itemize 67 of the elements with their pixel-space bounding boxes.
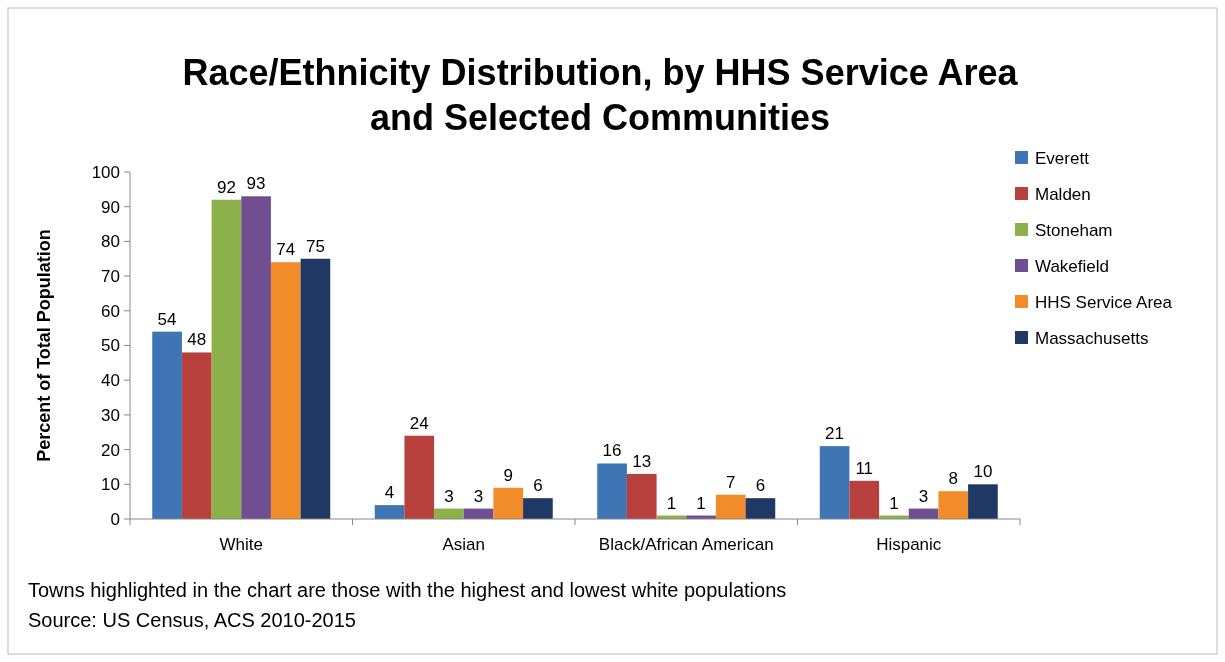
- bar: [181, 352, 212, 519]
- data-label: 8: [948, 469, 958, 489]
- data-label: 11: [855, 458, 874, 478]
- x-tick-label: White: [219, 535, 263, 554]
- data-label: 21: [825, 424, 845, 444]
- data-label: 9: [503, 465, 513, 485]
- y-tick-label: 50: [101, 336, 120, 356]
- data-label: 3: [444, 486, 454, 506]
- bar: [374, 505, 405, 519]
- y-tick-label: 70: [101, 267, 120, 287]
- bar: [241, 196, 271, 519]
- y-tick-label: 10: [101, 475, 120, 495]
- y-tick-label: 30: [101, 405, 120, 425]
- legend-label: HHS Service Area: [1035, 292, 1173, 312]
- bar: [715, 494, 746, 519]
- bar: [597, 463, 627, 519]
- bar: [745, 498, 776, 519]
- legend-label: Malden: [1035, 184, 1091, 204]
- legend-label: Massachusetts: [1035, 328, 1149, 348]
- bar: [626, 473, 657, 519]
- chart-title: Race/Ethnicity Distribution, by HHS Service Area and Selected Communities: [182, 52, 1019, 138]
- data-label: 74: [276, 240, 296, 260]
- data-label: 92: [216, 177, 236, 197]
- data-label: 7: [726, 472, 736, 492]
- bar: [523, 498, 553, 519]
- bar: [968, 484, 998, 519]
- data-label: 1: [696, 493, 706, 513]
- data-label: 4: [384, 483, 395, 503]
- data-label: 93: [246, 174, 266, 194]
- x-tick-label: Asian: [442, 535, 486, 554]
- bar: [270, 262, 301, 519]
- y-tick-label: 40: [101, 371, 120, 391]
- data-label: 10: [973, 462, 993, 482]
- y-tick-label: 80: [101, 232, 120, 252]
- data-label: 6: [755, 476, 766, 496]
- data-label: 1: [666, 493, 677, 513]
- data-label: 24: [409, 413, 429, 433]
- source-note: Source: US Census, ACS 2010-2015: [28, 609, 356, 631]
- x-tick-label: Hispanic: [876, 535, 942, 554]
- text: Towns highlighted in the chart are those with the highest and lowest white populations: [28, 579, 787, 601]
- legend-label: Stoneham: [1035, 220, 1113, 240]
- legend-label: Wakefield: [1035, 256, 1110, 276]
- data-label: 3: [918, 486, 929, 506]
- data-label: 75: [305, 236, 325, 256]
- bar: [493, 487, 524, 519]
- data-label: 6: [533, 476, 543, 496]
- bar: [819, 446, 850, 519]
- y-axis-title: Percent of Total Population: [34, 229, 54, 462]
- y-tick-label: 60: [101, 301, 120, 321]
- bar: [211, 199, 242, 519]
- x-tick-label: Black/African American: [598, 535, 774, 554]
- y-tick-label: 20: [101, 440, 120, 460]
- y-tick-label: 100: [91, 162, 120, 182]
- data-label: 1: [889, 493, 899, 513]
- bar: [300, 258, 331, 519]
- y-tick-label: 0: [110, 509, 120, 529]
- legend-label: Everett: [1035, 148, 1090, 168]
- bar: [404, 435, 435, 519]
- data-label: 54: [157, 309, 177, 329]
- bar: [152, 331, 182, 519]
- y-tick-label: 90: [101, 197, 120, 217]
- data-label: 3: [473, 486, 484, 506]
- data-label: 48: [187, 330, 207, 350]
- data-label: 13: [632, 451, 652, 471]
- data-label: 16: [602, 441, 622, 461]
- bar: [849, 480, 880, 519]
- bar: [938, 491, 969, 519]
